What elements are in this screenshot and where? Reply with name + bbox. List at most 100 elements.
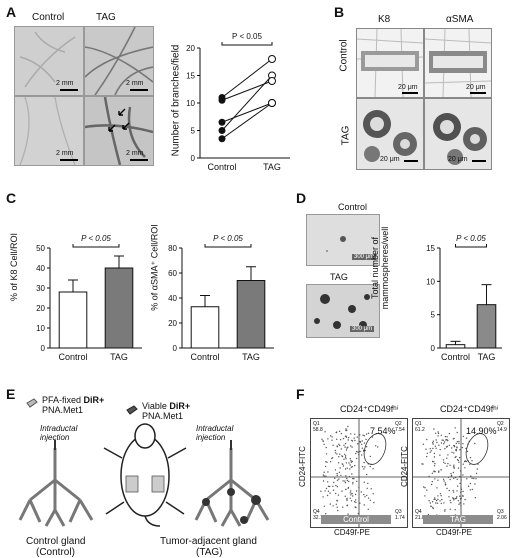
event-dot xyxy=(459,502,461,504)
scalebar xyxy=(472,160,486,162)
event-dot xyxy=(345,488,347,491)
event-dot xyxy=(363,468,365,470)
scale-label: 300 μm xyxy=(352,254,377,260)
event-dot xyxy=(444,482,446,484)
event-dot xyxy=(451,451,453,453)
event-dot xyxy=(444,484,447,486)
event-dot xyxy=(458,475,461,478)
event-dot xyxy=(469,489,471,491)
event-dot xyxy=(331,439,333,441)
event-dot xyxy=(346,497,348,500)
event-dot xyxy=(356,436,358,438)
y-tick-label: 60 xyxy=(168,269,177,278)
event-dot xyxy=(353,437,355,439)
ihc-k8-control xyxy=(356,28,424,98)
chart-c2: 0 20 40 60 80 Control TAG P < 0.05 xyxy=(168,234,274,362)
event-dot xyxy=(433,461,435,463)
event-dot xyxy=(367,497,370,499)
event-dot xyxy=(449,478,451,481)
event-dot xyxy=(448,489,450,492)
pipette-icon xyxy=(26,398,38,408)
facs2-q2-value: 14.9 xyxy=(497,427,507,433)
facs2-q1-value: 61.2 xyxy=(415,427,425,433)
event-dot xyxy=(454,476,457,479)
event-dot xyxy=(454,497,457,500)
event-dot xyxy=(347,446,349,448)
event-dot xyxy=(363,442,366,444)
panel-d-letter: D xyxy=(296,190,307,206)
x-tick-label: Control xyxy=(58,352,87,362)
event-dot xyxy=(356,443,359,445)
bar xyxy=(58,291,88,349)
event-dot xyxy=(324,431,326,433)
event-dot xyxy=(469,456,472,459)
event-dot xyxy=(447,476,450,479)
event-dot xyxy=(471,477,473,480)
event-dot xyxy=(326,494,329,497)
event-dot xyxy=(348,437,350,439)
event-dot xyxy=(362,434,364,436)
x-tick-label: TAG xyxy=(263,162,281,172)
event-dot xyxy=(337,462,340,464)
event-dot xyxy=(447,462,449,465)
event-dot xyxy=(344,480,346,482)
facs2-q3-label: Q3 xyxy=(497,509,504,515)
event-dot xyxy=(471,460,473,462)
event-dot xyxy=(436,502,439,504)
event-dot xyxy=(452,491,455,493)
event-dot xyxy=(445,439,447,441)
y-tick-label: 20 xyxy=(186,44,195,53)
event-dot xyxy=(331,436,333,438)
event-dot xyxy=(474,497,477,499)
event-dot xyxy=(450,473,452,475)
event-dot xyxy=(436,441,438,444)
event-dot xyxy=(364,496,366,498)
ihc-asma-tag xyxy=(424,98,492,170)
event-dot xyxy=(434,497,436,499)
event-dot xyxy=(350,500,353,502)
event-dot xyxy=(334,449,336,452)
event-dot xyxy=(453,498,455,500)
event-dot xyxy=(326,461,328,463)
y-tick-label: 15 xyxy=(186,72,195,81)
event-dot xyxy=(456,446,458,448)
event-dot xyxy=(340,432,343,435)
significance-bracket xyxy=(72,244,120,248)
event-dot xyxy=(430,450,433,452)
event-dot xyxy=(453,464,455,466)
panel-b-letter: B xyxy=(334,4,345,20)
event-dot xyxy=(456,441,459,443)
event-dot xyxy=(452,471,455,474)
event-dot xyxy=(437,495,439,497)
event-dot xyxy=(433,465,436,467)
facs-tag-plot: Q1 61.2 Q2 14.9 Q3 2.06 Q4 21.8 TAG xyxy=(412,418,510,528)
event-dot xyxy=(434,445,437,447)
event-dot xyxy=(347,487,349,490)
event-dot xyxy=(333,481,335,484)
event-dot xyxy=(437,435,439,437)
event-dot xyxy=(435,502,437,504)
y-tick-label: 80 xyxy=(168,244,177,253)
event-dot xyxy=(474,483,476,485)
event-dot xyxy=(438,471,440,473)
event-dot xyxy=(336,453,338,455)
chart-c2-ylabel: % of αSMA⁺ Cell/ROI xyxy=(149,224,160,311)
event-dot xyxy=(364,449,366,452)
event-dot xyxy=(440,469,442,471)
event-dot xyxy=(432,447,434,450)
event-dot xyxy=(344,446,346,448)
scalebar-label: 2 mm xyxy=(126,150,144,157)
event-dot xyxy=(440,434,442,436)
event-dot xyxy=(433,452,436,455)
event-dot xyxy=(340,474,342,477)
event-dot xyxy=(346,447,348,449)
event-dot xyxy=(454,456,456,459)
event-dot xyxy=(354,493,357,496)
facs2-pct: 14.90% xyxy=(466,426,497,436)
event-dot xyxy=(322,496,324,498)
event-dot xyxy=(457,500,460,502)
event-dot xyxy=(351,473,353,475)
event-dot xyxy=(324,490,326,492)
mammosphere-tag-image xyxy=(306,284,380,338)
event-dot xyxy=(334,477,336,479)
